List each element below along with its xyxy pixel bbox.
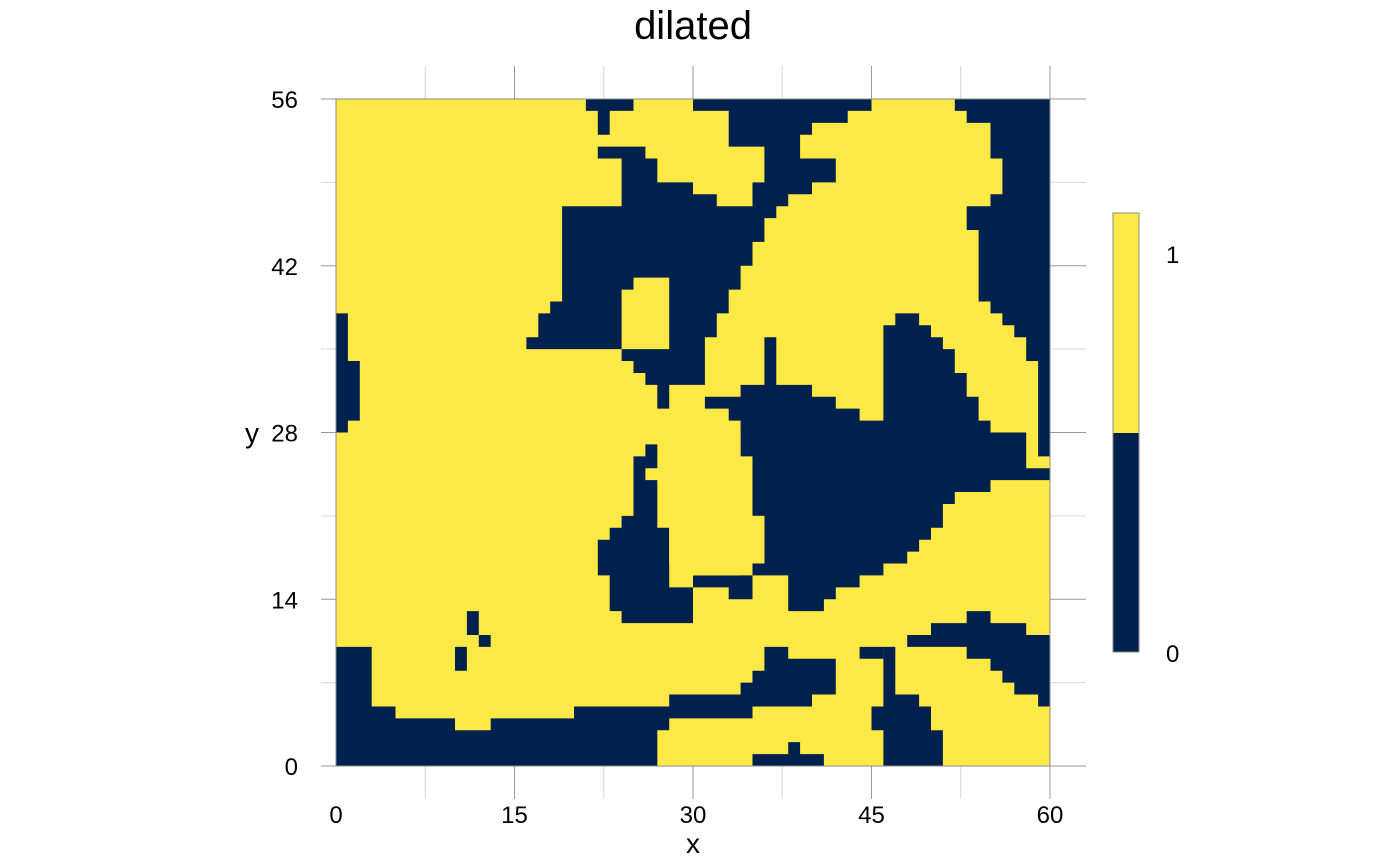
x-tick-label: 0 bbox=[329, 802, 342, 829]
x-axis-title: x bbox=[686, 828, 700, 859]
heatmap-region-upper-center-island bbox=[621, 277, 670, 350]
legend-label-1: 1 bbox=[1166, 242, 1179, 269]
x-tick-label: 15 bbox=[501, 802, 528, 829]
x-axis-ticks: 0 15 30 45 60 bbox=[329, 802, 1063, 829]
y-axis-title: y bbox=[245, 418, 259, 449]
heatmap-region-right-inner-diagonal-gap bbox=[835, 444, 943, 564]
heatmap-region-bottom-right-block bbox=[871, 611, 1050, 766]
heatmap-region-left-edge-notch bbox=[336, 313, 360, 433]
y-tick-label: 0 bbox=[285, 754, 298, 781]
y-axis-ticks: 0 14 28 42 56 bbox=[271, 87, 298, 781]
legend-swatch-0 bbox=[1113, 433, 1139, 652]
heatmap-region-center-dark-mass bbox=[704, 313, 1050, 612]
legend-label-0: 0 bbox=[1166, 641, 1179, 668]
x-tick-label: 45 bbox=[858, 802, 885, 829]
heatmap-region-bottom-gap-small bbox=[859, 646, 884, 659]
x-tick-label: 30 bbox=[680, 802, 707, 829]
y-tick-label: 14 bbox=[271, 587, 298, 614]
y-tick-label: 42 bbox=[271, 254, 298, 281]
heatmap-region-upper-middle-mass bbox=[526, 99, 872, 409]
chart-title: dilated bbox=[634, 4, 752, 48]
heatmap-region-small-left-mark bbox=[455, 611, 491, 671]
heatmap-region-bottom-left-band bbox=[336, 646, 836, 766]
legend-swatch-1 bbox=[1113, 213, 1139, 433]
plot-frame bbox=[335, 98, 1051, 767]
y-tick-label: 56 bbox=[271, 87, 298, 114]
x-tick-label: 60 bbox=[1037, 802, 1064, 829]
y-tick-label: 28 bbox=[271, 421, 298, 448]
heatmap-region-lower-middle-pocket bbox=[597, 444, 753, 624]
heatmap-region-bottom-gap-notch bbox=[752, 742, 824, 766]
heatmap-cells bbox=[336, 99, 1050, 766]
legend: 10 bbox=[1112, 212, 1179, 668]
heatmap-region-center-diagonal-island bbox=[669, 420, 765, 588]
legend-frame bbox=[1112, 212, 1140, 653]
heatmap-region-upper-right-edge-block bbox=[954, 99, 1050, 457]
